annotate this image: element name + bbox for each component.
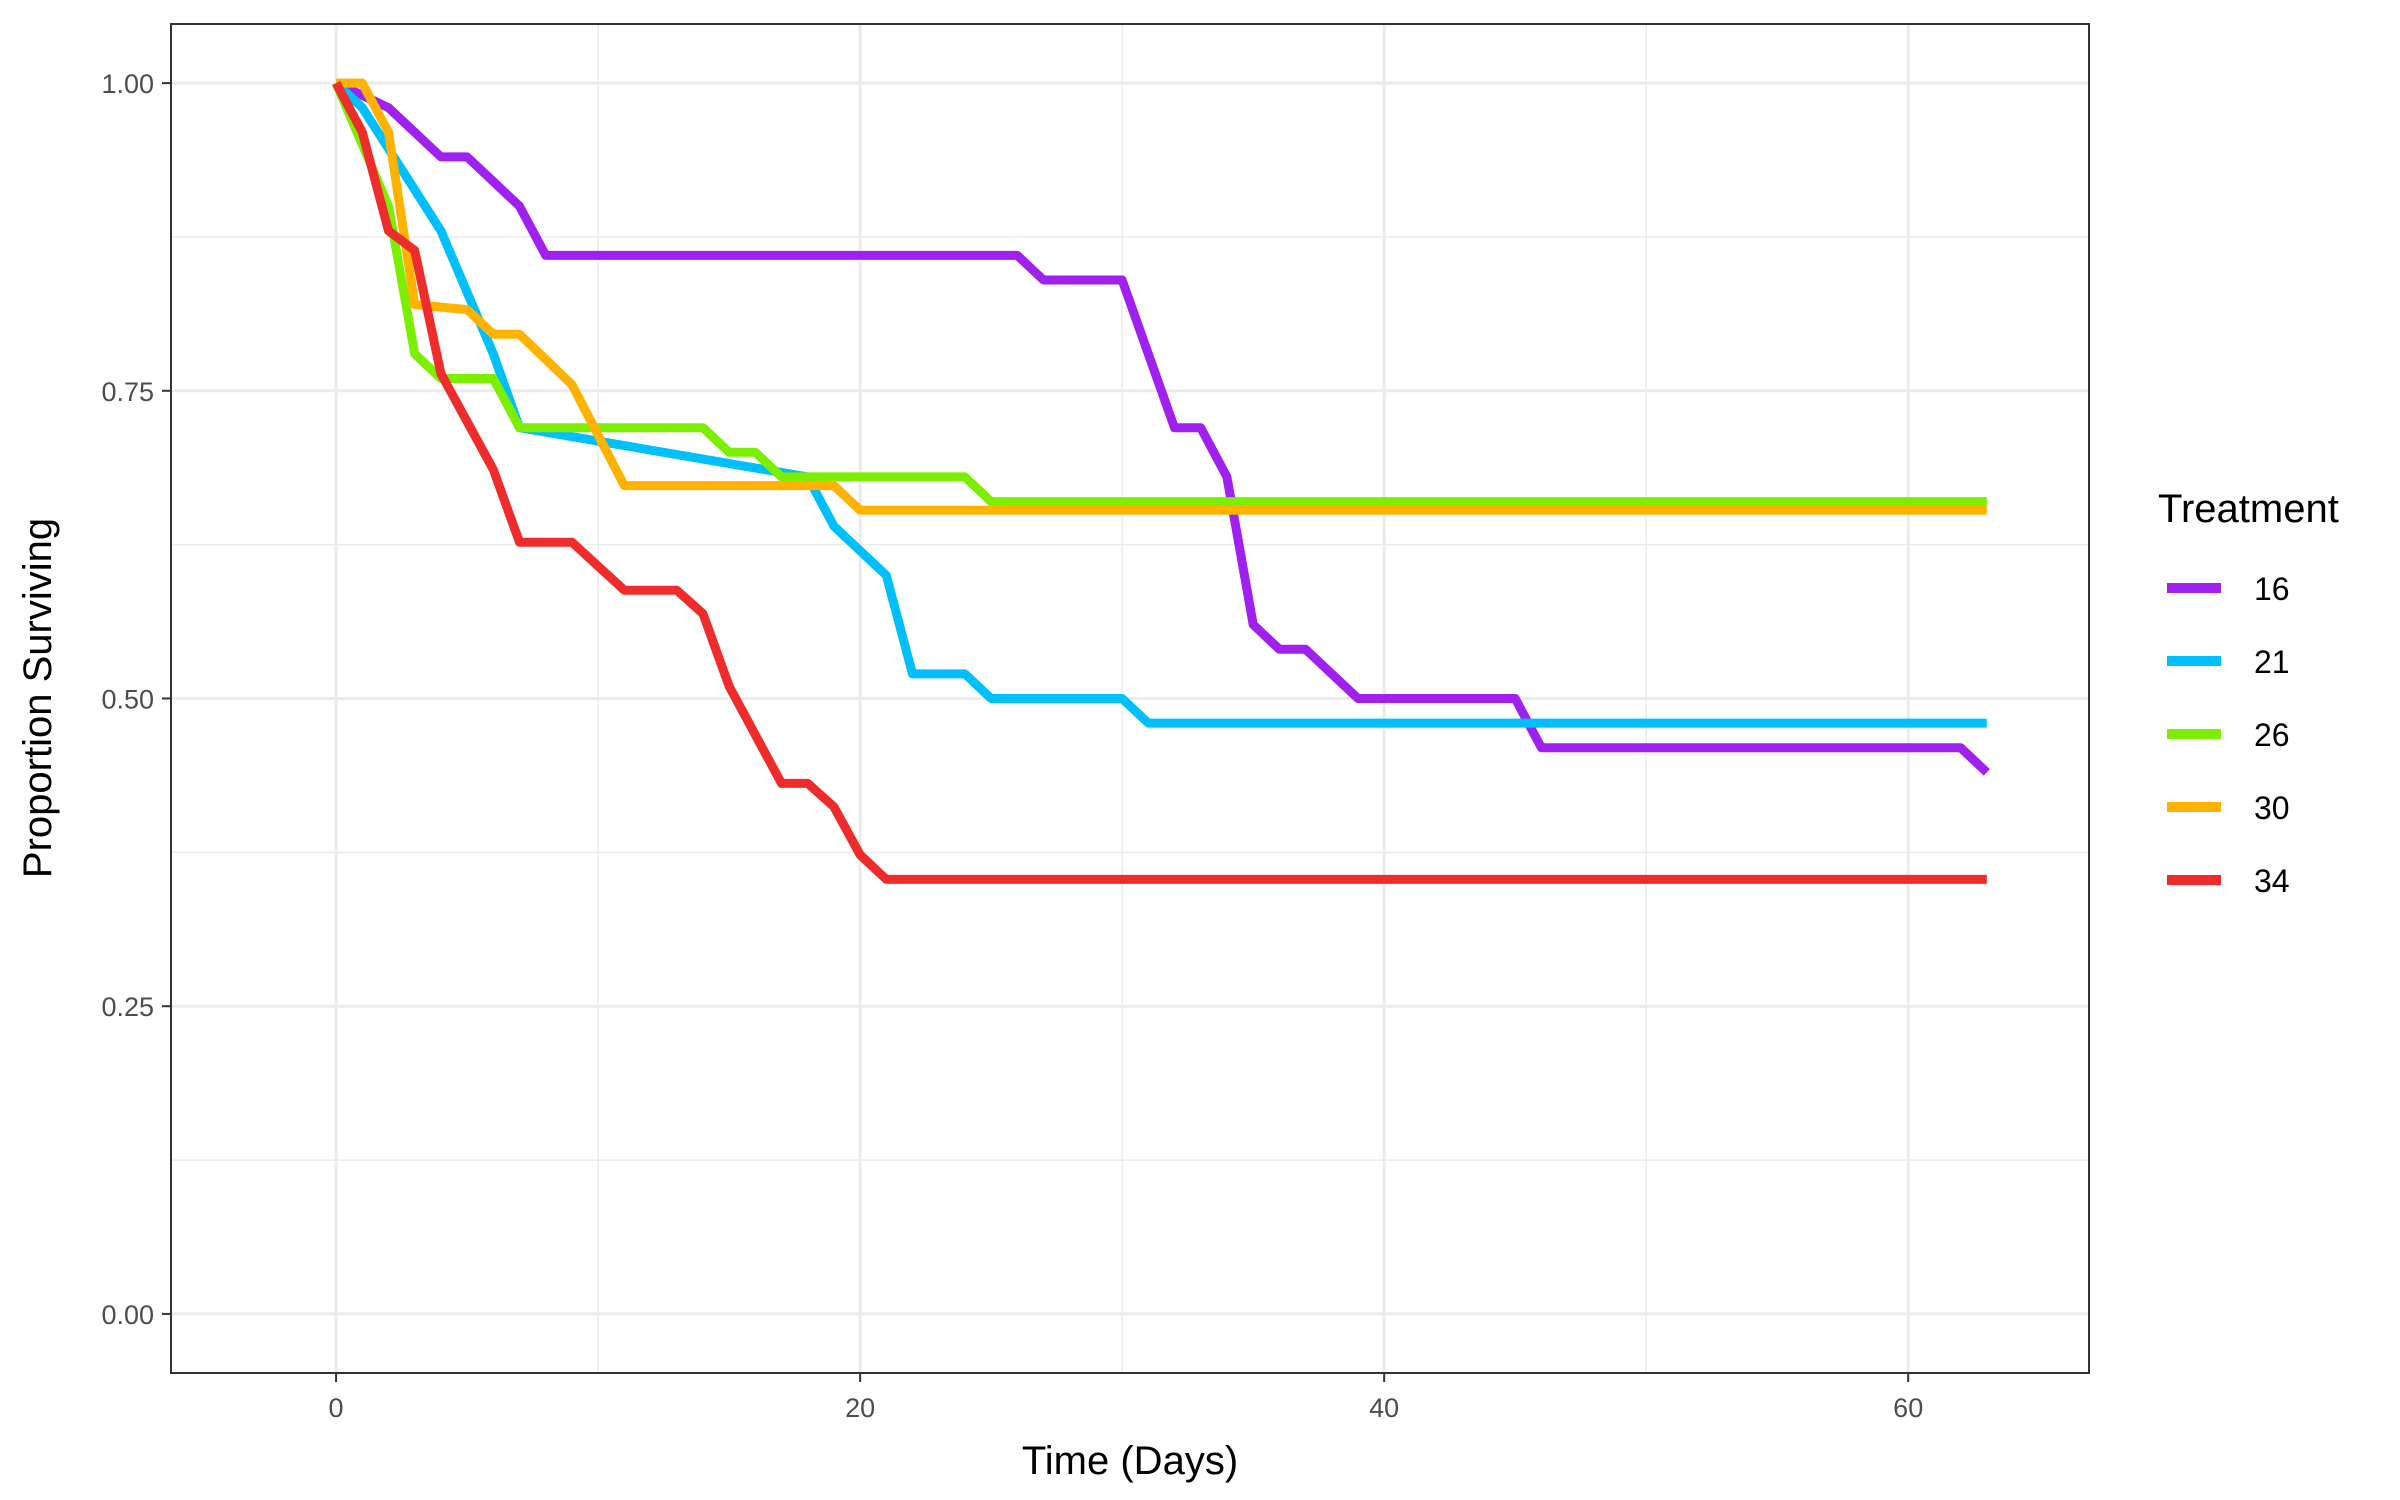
series-layer <box>331 78 1990 884</box>
legend-label-30: 30 <box>2254 790 2290 826</box>
y-axis-ticks: 0.00 0.25 0.50 0.75 1.00 <box>101 69 171 1330</box>
x-tick-label: 0 <box>329 1393 344 1423</box>
legend-label-26: 26 <box>2254 717 2290 753</box>
series-line-34 <box>332 80 1987 884</box>
legend-item-16: 16 <box>2167 571 2290 607</box>
x-axis-ticks: 0 20 40 60 <box>329 1373 1923 1423</box>
legend-title: Treatment <box>2158 487 2339 531</box>
x-axis-title: Time (Days) <box>1022 1439 1238 1483</box>
legend-item-21: 21 <box>2167 644 2290 680</box>
legend-item-30: 30 <box>2167 790 2290 826</box>
y-tick-label: 0.50 <box>101 685 154 715</box>
y-tick-label: 0.75 <box>101 377 154 407</box>
series-line-26 <box>331 81 1987 507</box>
legend-item-26: 26 <box>2167 717 2290 753</box>
x-tick-label: 40 <box>1369 1393 1399 1423</box>
y-tick-label: 0.25 <box>101 992 154 1022</box>
legend-label-34: 34 <box>2254 863 2290 899</box>
y-tick-label: 0.00 <box>101 1300 154 1330</box>
legend-label-16: 16 <box>2254 571 2290 607</box>
legend: Treatment 16 21 26 30 34 <box>2158 487 2339 899</box>
series-line-21 <box>333 79 1987 728</box>
legend-items: 16 21 26 30 34 <box>2167 571 2290 899</box>
legend-label-21: 21 <box>2254 644 2290 680</box>
legend-item-34: 34 <box>2167 863 2290 899</box>
x-tick-label: 60 <box>1893 1393 1923 1423</box>
y-axis-title: Proportion Surviving <box>16 518 60 878</box>
y-tick-label: 1.00 <box>101 69 154 99</box>
x-tick-label: 20 <box>845 1393 875 1423</box>
series-line-30 <box>336 78 1987 515</box>
series-line-16 <box>334 79 1990 776</box>
